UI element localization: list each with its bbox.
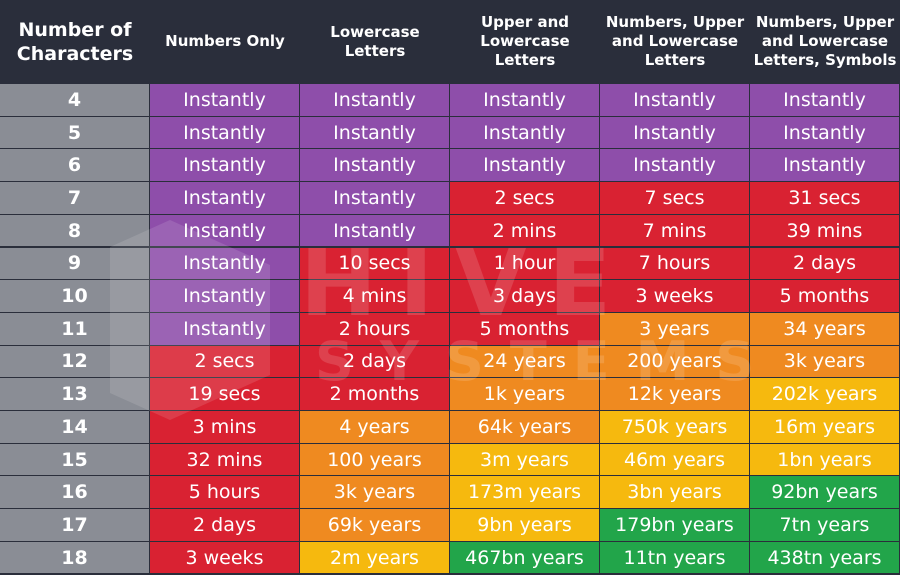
header-numbers-upper-lowercase-symbols: Numbers, Upper and Lowercase Letters, Sy… <box>753 13 897 69</box>
time-to-crack-cell: 1 hour <box>450 247 599 280</box>
row-label-chars: 6 <box>0 149 149 182</box>
time-to-crack-cell: 3k years <box>300 476 449 509</box>
row-label-chars: 16 <box>0 476 149 509</box>
time-to-crack-cell: Instantly <box>150 280 299 312</box>
row-label-chars: 18 <box>0 541 149 574</box>
time-to-crack-cell: 92bn years <box>750 476 899 509</box>
time-to-crack-cell: 2 days <box>300 345 449 378</box>
time-to-crack-cell: 2 days <box>150 509 299 541</box>
time-to-crack-cell: 32 mins <box>150 443 299 476</box>
time-to-crack-cell: 438tn years <box>750 541 899 574</box>
row-label-chars: 11 <box>0 312 149 345</box>
time-to-crack-cell: 2 secs <box>450 182 599 214</box>
time-to-crack-cell: Instantly <box>150 214 299 247</box>
time-to-crack-cell: 7 hours <box>600 247 749 280</box>
time-to-crack-cell: 2 hours <box>300 312 449 345</box>
time-to-crack-cell: Instantly <box>450 116 599 149</box>
time-to-crack-cell: Instantly <box>300 84 449 116</box>
row-label-chars: 8 <box>0 214 149 247</box>
time-to-crack-cell: Instantly <box>150 182 299 214</box>
time-to-crack-cell: 1bn years <box>750 443 899 476</box>
time-to-crack-cell: 19 secs <box>150 378 299 410</box>
time-to-crack-cell: 34 years <box>750 312 899 345</box>
row-label-chars: 9 <box>0 247 149 280</box>
time-to-crack-cell: Instantly <box>450 84 599 116</box>
time-to-crack-cell: 2m years <box>300 541 449 574</box>
time-to-crack-cell: Instantly <box>150 116 299 149</box>
time-to-crack-cell: Instantly <box>600 116 749 149</box>
time-to-crack-cell: 3 weeks <box>600 280 749 312</box>
time-to-crack-cell: 467bn years <box>450 541 599 574</box>
row-label-chars: 17 <box>0 509 149 541</box>
time-to-crack-cell: 1k years <box>450 378 599 410</box>
time-to-crack-cell: 39 mins <box>750 214 899 247</box>
time-to-crack-cell: Instantly <box>300 214 449 247</box>
row-label-chars: 7 <box>0 182 149 214</box>
time-to-crack-cell: 3 years <box>600 312 749 345</box>
time-to-crack-cell: 11tn years <box>600 541 749 574</box>
time-to-crack-cell: 7 secs <box>600 182 749 214</box>
header-lowercase-letters: Lowercase Letters <box>330 22 420 60</box>
time-to-crack-cell: 750k years <box>600 411 749 443</box>
row-label-chars: 12 <box>0 345 149 378</box>
time-to-crack-cell: Instantly <box>750 116 899 149</box>
time-to-crack-cell: Instantly <box>150 84 299 116</box>
time-to-crack-cell: 10 secs <box>300 247 449 280</box>
time-to-crack-cell: 200 years <box>600 345 749 378</box>
header-numbers-upper-lowercase: Numbers, Upper and Lowercase Letters <box>605 13 745 69</box>
time-to-crack-cell: 179bn years <box>600 509 749 541</box>
time-to-crack-cell: 3 weeks <box>150 541 299 574</box>
time-to-crack-cell: Instantly <box>150 312 299 345</box>
time-to-crack-cell: 64k years <box>450 411 599 443</box>
row-label-chars: 13 <box>0 378 149 410</box>
time-to-crack-cell: 3 days <box>450 280 599 312</box>
header-numbers-only: Numbers Only <box>165 32 285 50</box>
time-to-crack-cell: Instantly <box>150 247 299 280</box>
time-to-crack-cell: 5 months <box>450 312 599 345</box>
time-to-crack-cell: 7 mins <box>600 214 749 247</box>
time-to-crack-cell: 3k years <box>750 345 899 378</box>
row-label-chars: 14 <box>0 411 149 443</box>
row-label-chars: 5 <box>0 116 149 149</box>
row-label-chars: 4 <box>0 84 149 116</box>
time-to-crack-cell: 7tn years <box>750 509 899 541</box>
time-to-crack-cell: 2 days <box>750 247 899 280</box>
time-to-crack-cell: Instantly <box>300 149 449 182</box>
time-to-crack-cell: 24 years <box>450 345 599 378</box>
time-to-crack-cell: 2 secs <box>150 345 299 378</box>
time-to-crack-cell: Instantly <box>450 149 599 182</box>
time-to-crack-cell: Instantly <box>750 149 899 182</box>
time-to-crack-cell: Instantly <box>750 84 899 116</box>
time-to-crack-cell: 2 months <box>300 378 449 410</box>
time-to-crack-cell: 9bn years <box>450 509 599 541</box>
time-to-crack-cell: 3bn years <box>600 476 749 509</box>
time-to-crack-cell: 16m years <box>750 411 899 443</box>
header-upper-lowercase-letters: Upper and Lowercase Letters <box>480 13 570 69</box>
time-to-crack-cell: 173m years <box>450 476 599 509</box>
time-to-crack-cell: 3 mins <box>150 411 299 443</box>
time-to-crack-cell: 100 years <box>300 443 449 476</box>
row-label-chars: 15 <box>0 443 149 476</box>
time-to-crack-cell: Instantly <box>600 149 749 182</box>
time-to-crack-cell: Instantly <box>300 116 449 149</box>
time-to-crack-cell: 12k years <box>600 378 749 410</box>
time-to-crack-cell: 46m years <box>600 443 749 476</box>
time-to-crack-cell: Instantly <box>300 182 449 214</box>
time-to-crack-cell: 31 secs <box>750 182 899 214</box>
time-to-crack-cell: 4 mins <box>300 280 449 312</box>
row-label-chars: 10 <box>0 280 149 312</box>
time-to-crack-cell: 5 hours <box>150 476 299 509</box>
time-to-crack-cell: 2 mins <box>450 214 599 247</box>
time-to-crack-cell: 69k years <box>300 509 449 541</box>
time-to-crack-cell: Instantly <box>150 149 299 182</box>
header-number-of-characters: Number of Characters <box>16 18 134 65</box>
time-to-crack-cell: 202k years <box>750 378 899 410</box>
time-to-crack-cell: 5 months <box>750 280 899 312</box>
time-to-crack-cell: 3m years <box>450 443 599 476</box>
time-to-crack-cell: 4 years <box>300 411 449 443</box>
time-to-crack-cell: Instantly <box>600 84 749 116</box>
